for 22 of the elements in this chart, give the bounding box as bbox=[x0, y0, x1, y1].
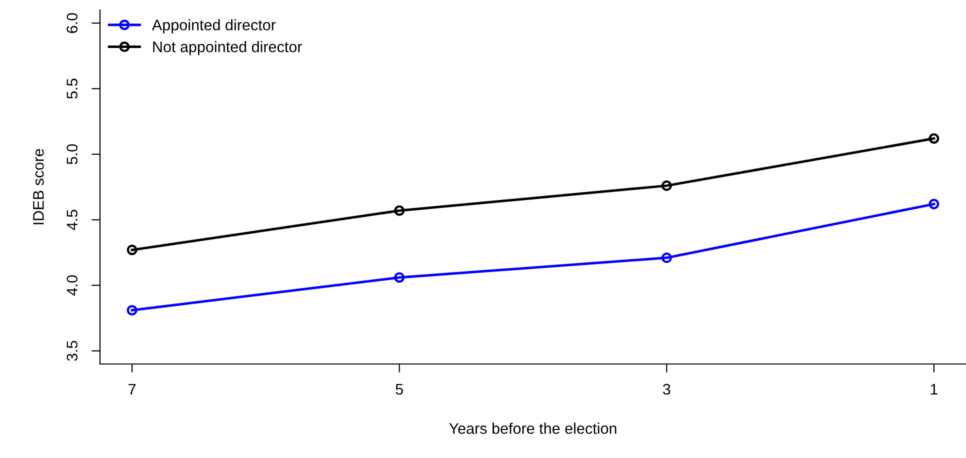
y-tick-label: 4.0 bbox=[66, 275, 78, 296]
point bbox=[126, 244, 138, 256]
legend-label: Not appointed director bbox=[153, 41, 302, 56]
point bbox=[928, 133, 940, 144]
x-tick-label: 7 bbox=[128, 384, 136, 395]
legend-label: Appointed director bbox=[152, 19, 276, 34]
y-tick-label: 6.0 bbox=[66, 13, 78, 33]
x-tick-label: 5 bbox=[396, 384, 403, 395]
y-tick-label: 5.0 bbox=[66, 144, 78, 164]
x-tick-label: 1 bbox=[930, 384, 938, 395]
x-tick-label: 3 bbox=[662, 384, 670, 395]
y-axis-title: IDEB score bbox=[33, 149, 44, 224]
y-tick-label: 4.5 bbox=[66, 210, 78, 230]
x-axis-title: Years before the election bbox=[449, 422, 616, 434]
point bbox=[928, 198, 940, 210]
y-tick-label: 5.5 bbox=[66, 78, 78, 99]
point bbox=[661, 252, 672, 264]
point bbox=[394, 205, 405, 216]
y-tick-label: 3.5 bbox=[66, 340, 78, 361]
point bbox=[661, 180, 672, 191]
point bbox=[394, 272, 405, 283]
point bbox=[126, 304, 138, 316]
